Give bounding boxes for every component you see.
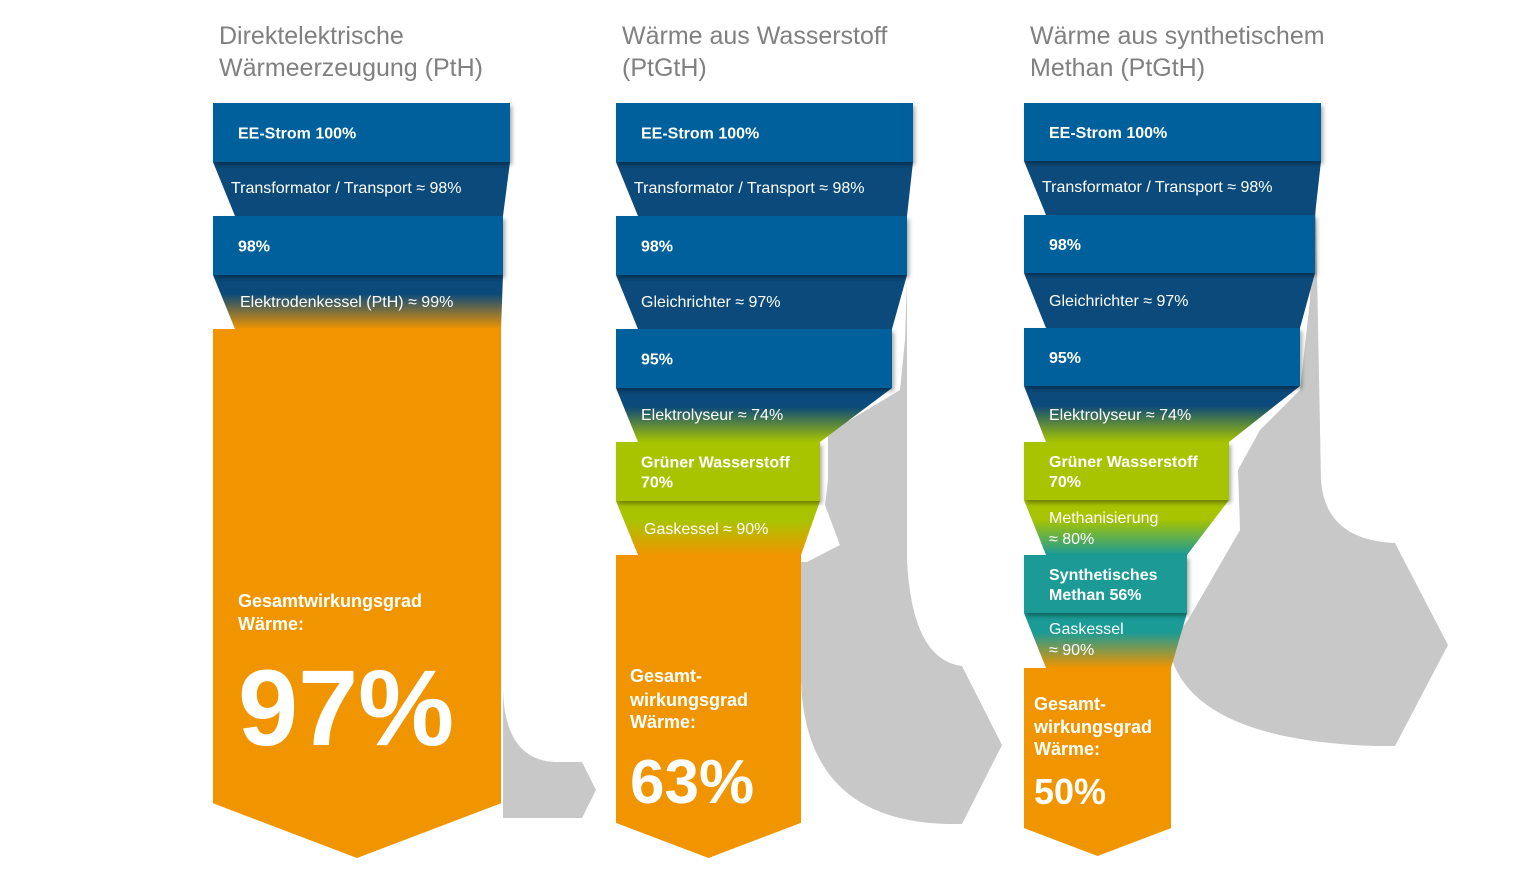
result-arrow bbox=[1024, 668, 1171, 856]
conversion-step bbox=[1024, 273, 1315, 328]
column-title: Wärmeerzeugung (PtH) bbox=[219, 54, 483, 82]
box-label: Methan 56% bbox=[1049, 587, 1141, 604]
conversion-step bbox=[1024, 386, 1300, 442]
column-title: Direktelektrische bbox=[219, 22, 404, 50]
column-title: Wärme aus Wasserstoff bbox=[622, 22, 887, 50]
energy-box bbox=[213, 103, 510, 162]
energy-box bbox=[1024, 328, 1300, 386]
column-3: Wärme aus synthetischem Methan (PtGtH) Tra… bbox=[1024, 22, 1448, 856]
step-label: ≈ 90% bbox=[1049, 642, 1094, 659]
result-arrow bbox=[616, 555, 801, 858]
conversion-step bbox=[616, 162, 913, 216]
box-label: Grüner Wasserstoff bbox=[641, 455, 790, 472]
step-label: Transformator / Transport ≈ 98% bbox=[1042, 179, 1273, 196]
total-efficiency-value: 97% bbox=[238, 647, 454, 768]
energy-box bbox=[213, 216, 503, 275]
conversion-step bbox=[616, 501, 820, 555]
step-label: Elektrodenkessel (PtH) ≈ 99% bbox=[240, 294, 453, 311]
box-label: Synthetisches bbox=[1049, 567, 1158, 584]
loss-flow bbox=[801, 168, 1002, 824]
total-efficiency-label: Gesamt- bbox=[630, 666, 702, 686]
conversion-step bbox=[1024, 613, 1187, 668]
total-efficiency-label: Gesamt- bbox=[1034, 694, 1106, 714]
step-label: Methanisierung bbox=[1049, 510, 1158, 527]
energy-box bbox=[616, 216, 907, 275]
box-label: Grüner Wasserstoff bbox=[1049, 454, 1198, 471]
box-label: 70% bbox=[1049, 474, 1081, 491]
conversion-step bbox=[1024, 161, 1321, 215]
box-label: EE-Strom 100% bbox=[641, 126, 759, 143]
loss-flow bbox=[1172, 168, 1448, 746]
energy-box bbox=[1024, 555, 1187, 613]
energy-box bbox=[1024, 103, 1321, 161]
conversion-step bbox=[1024, 500, 1229, 555]
box-label: 95% bbox=[641, 352, 673, 369]
step-label: Gleichrichter ≈ 97% bbox=[1049, 293, 1189, 310]
column-2: Wärme aus Wasserstoff (PtGtH) Transformato… bbox=[616, 22, 1002, 858]
energy-box bbox=[616, 442, 820, 501]
column-title: (PtGtH) bbox=[622, 54, 707, 82]
energy-box bbox=[616, 329, 892, 388]
total-efficiency-label: Wärme: bbox=[238, 614, 304, 634]
box-label: 98% bbox=[1049, 237, 1081, 254]
step-label: Gaskessel ≈ 90% bbox=[644, 521, 768, 538]
energy-box bbox=[616, 103, 913, 162]
box-label: 98% bbox=[238, 239, 270, 256]
box-label: 98% bbox=[641, 239, 673, 256]
conversion-step bbox=[616, 275, 907, 329]
result-arrow bbox=[213, 329, 501, 858]
box-label: EE-Strom 100% bbox=[238, 126, 356, 143]
column-1: Direktelektrische Wärmeerzeugung (PtH) Tra… bbox=[213, 22, 596, 858]
energy-box bbox=[1024, 215, 1315, 273]
total-efficiency-value: 63% bbox=[630, 748, 754, 817]
energy-box bbox=[1024, 442, 1229, 500]
step-label: Gaskessel bbox=[1049, 621, 1124, 638]
box-label: EE-Strom 100% bbox=[1049, 125, 1167, 142]
total-efficiency-label: wirkungsgrad bbox=[629, 690, 748, 710]
conversion-step bbox=[213, 162, 510, 216]
column-title: Wärme aus synthetischem bbox=[1030, 22, 1325, 50]
step-label: Transformator / Transport ≈ 98% bbox=[231, 180, 462, 197]
step-label: Gleichrichter ≈ 97% bbox=[641, 294, 781, 311]
loss-flow bbox=[503, 168, 596, 818]
step-label: ≈ 80% bbox=[1049, 531, 1094, 548]
total-efficiency-label: Wärme: bbox=[630, 712, 696, 732]
total-efficiency-value: 50% bbox=[1034, 771, 1106, 812]
step-label: Elektrolyseur ≈ 74% bbox=[641, 407, 783, 424]
total-efficiency-label: Wärme: bbox=[1034, 739, 1100, 759]
box-label: 95% bbox=[1049, 350, 1081, 367]
total-efficiency-label: wirkungsgrad bbox=[1033, 717, 1152, 737]
conversion-step bbox=[213, 275, 503, 329]
step-label: Transformator / Transport ≈ 98% bbox=[634, 180, 865, 197]
step-label: Elektrolyseur ≈ 74% bbox=[1049, 407, 1191, 424]
column-title: Methan (PtGtH) bbox=[1030, 54, 1205, 82]
conversion-step bbox=[616, 388, 892, 442]
box-label: 70% bbox=[641, 475, 673, 492]
total-efficiency-label: Gesamtwirkungsgrad bbox=[238, 591, 422, 611]
